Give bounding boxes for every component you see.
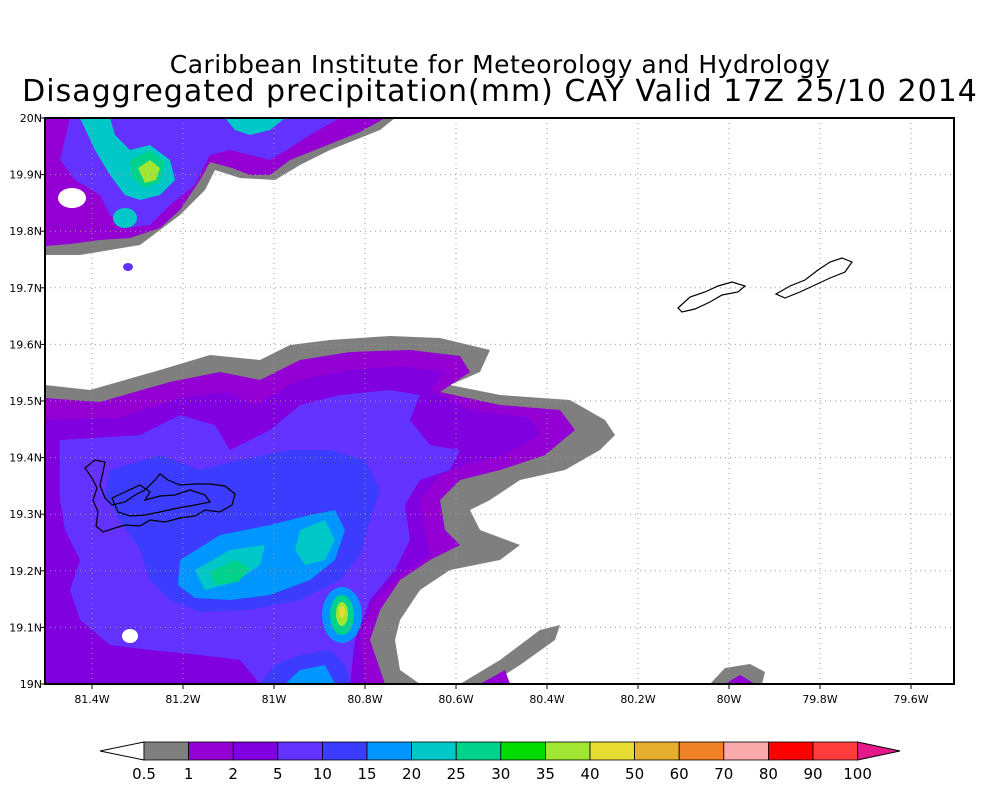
cayman-brac-coast (774, 257, 853, 299)
rain-area-south-sky (285, 665, 335, 684)
map-title-line2: Disaggregated precipitation(mm) CAY Vali… (22, 74, 978, 109)
rain-band-southeast-purple (480, 670, 510, 684)
lat-tick-label: 19N (20, 678, 42, 691)
colorbar-swatch (678, 741, 725, 761)
colorbar-label: 2 (228, 765, 238, 783)
colorbar-swatch (188, 741, 234, 761)
colorbar-label: 25 (447, 765, 466, 783)
colorbar-swatch (321, 741, 368, 761)
colorbar-label: 30 (491, 765, 510, 783)
lat-tick-label: 19.4N (9, 452, 42, 465)
lon-tick-label: 81.2W (165, 693, 200, 706)
map-title-line1: Caribbean Institute for Meteorology and … (169, 50, 831, 79)
rain-band-east-purple (725, 675, 755, 684)
precipitation-field (45, 118, 765, 684)
colorbar-swatch (634, 741, 680, 761)
rain-speck (123, 263, 133, 271)
lon-tick-label: 80W (717, 693, 742, 706)
lat-tick-label: 19.7N (9, 282, 42, 295)
colorbar-swatch (277, 741, 323, 761)
colorbar-label: 20 (402, 765, 421, 783)
rain-area-north-blue (60, 118, 340, 228)
colorbar-label: 80 (759, 765, 778, 783)
rain-area-north-blob (113, 208, 137, 228)
colorbar-label: 5 (273, 765, 283, 783)
colorbar-label: 50 (625, 765, 644, 783)
colorbar-swatch (500, 741, 546, 761)
colorbar-label: 100 (843, 765, 872, 783)
colorbar-swatch (545, 741, 591, 761)
colorbar-swatch (455, 741, 502, 761)
lat-tick-label: 19.8N (9, 225, 42, 238)
latitude-axis: 20N 19.9N 19.8N 19.7N 19.6N 19.5N 19.4N 19.3N 19… (9, 112, 45, 691)
colorbar-label: 90 (803, 765, 822, 783)
rain-area-main-teal2 (295, 520, 335, 565)
rain-area-main-green (210, 560, 250, 585)
colorbar-label: 70 (714, 765, 733, 783)
colorbar: 0.5 1 2 5 10 15 20 25 30 35 40 50 60 70 80 90 100 (99, 741, 901, 783)
grand-cayman-inner (111, 484, 212, 517)
coastlines (84, 257, 853, 533)
colorbar-label: 10 (313, 765, 332, 783)
grand-cayman-coast (84, 459, 236, 533)
lat-tick-label: 19.5N (9, 395, 42, 408)
lat-tick-label: 19.9N (9, 169, 42, 182)
lon-tick-label: 80.8W (347, 693, 382, 706)
colorbar-swatch (366, 741, 412, 761)
colorbar-over-arrow (857, 741, 901, 761)
colorbar-swatch (768, 741, 814, 761)
colorbar-under-arrow (99, 741, 145, 761)
lon-tick-label: 80.6W (438, 693, 473, 706)
little-cayman-coast (677, 281, 747, 313)
colorbar-label: 40 (580, 765, 599, 783)
rain-band-east-grey (710, 664, 765, 684)
colorbar-swatch (232, 741, 279, 761)
lon-tick-label: 81W (262, 693, 287, 706)
rain-area-north-cyan2 (225, 118, 285, 135)
colorbar-swatch (143, 741, 189, 761)
lat-tick-label: 19.1N (9, 621, 42, 634)
lat-tick-label: 19.3N (9, 508, 42, 521)
lon-tick-label: 79.8W (802, 693, 837, 706)
colorbar-swatch (723, 741, 769, 761)
lat-tick-label: 20N (20, 112, 42, 125)
lon-tick-label: 81.4W (74, 693, 109, 706)
rain-cell-core (339, 606, 345, 618)
colorbar-label: 15 (357, 765, 376, 783)
colorbar-label: 1 (184, 765, 194, 783)
rain-band-southeast-grey (460, 625, 560, 684)
rain-hole (58, 188, 86, 208)
lon-tick-label: 80.4W (529, 693, 564, 706)
colorbar-swatch (589, 741, 635, 761)
colorbar-label: 35 (536, 765, 555, 783)
longitude-axis: 81.4W 81.2W 81W 80.8W 80.6W 80.4W 80.2W 80W 79.8… (74, 684, 929, 706)
lon-tick-label: 80.2W (620, 693, 655, 706)
colorbar-label: 60 (670, 765, 689, 783)
rain-area-north-yellow (138, 160, 160, 183)
rain-hole-2 (122, 629, 138, 643)
lat-tick-label: 19.2N (9, 565, 42, 578)
colorbar-label: 0.5 (132, 765, 156, 783)
lon-tick-label: 79.6W (893, 693, 928, 706)
lat-tick-label: 19.6N (9, 338, 42, 351)
colorbar-swatch (812, 741, 858, 761)
colorbar-swatch (411, 741, 457, 761)
